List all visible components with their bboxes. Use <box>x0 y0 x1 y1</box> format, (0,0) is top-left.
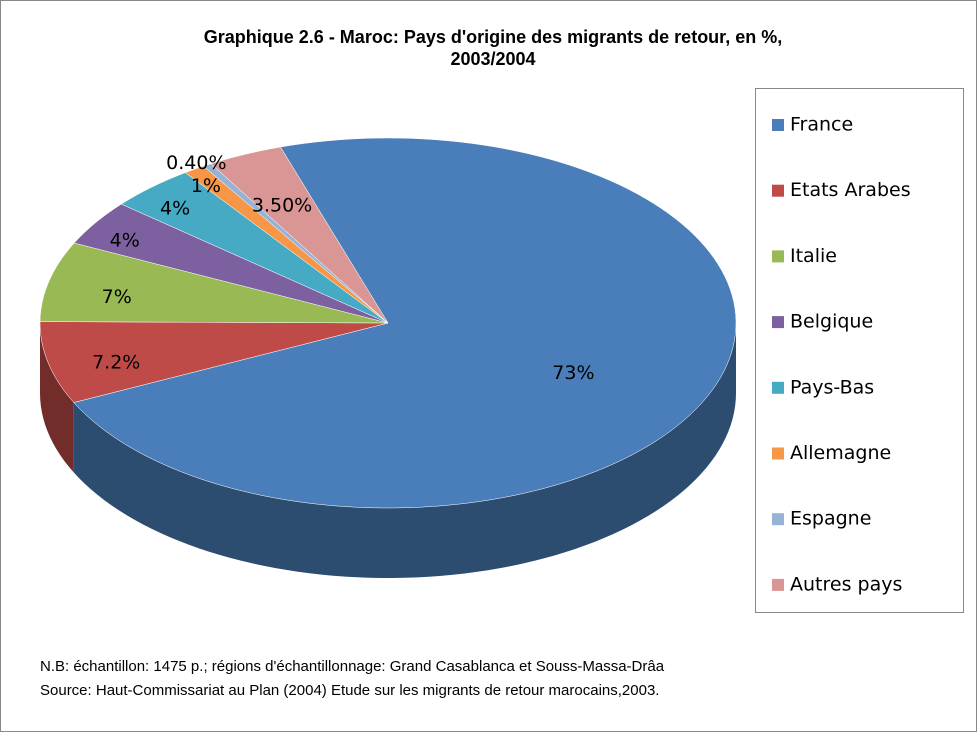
note: N.B: échantillon: 1475 p.; régions d'éch… <box>40 658 665 675</box>
legend-box <box>755 88 964 613</box>
legend-swatch <box>772 447 784 460</box>
legend-label: Allemagne <box>790 442 891 464</box>
legend-label: France <box>790 114 853 136</box>
data-label: 3.50% <box>252 195 312 217</box>
slice-side <box>73 323 736 578</box>
legend-label: Espagne <box>790 508 871 530</box>
legend-label: Belgique <box>790 311 873 333</box>
legend-label: Etats Arabes <box>790 179 911 201</box>
data-label: 4% <box>160 197 190 219</box>
slice <box>39 321 389 403</box>
legend-swatch <box>772 381 784 394</box>
slice <box>73 137 737 509</box>
slice <box>73 203 389 324</box>
legend-label: Pays-Bas <box>790 376 874 398</box>
legend-swatch <box>772 316 784 329</box>
slice <box>120 172 389 324</box>
slice <box>39 242 389 324</box>
chart-title: Graphique 2.6 - Maroc: Pays d'origine de… <box>204 27 782 47</box>
chart-title: 2003/2004 <box>450 49 535 69</box>
data-label: 7% <box>102 286 132 308</box>
legend-label: Italie <box>790 245 837 267</box>
data-label: 0.40% <box>166 152 226 174</box>
note: Source: Haut-Commissariat au Plan (2004)… <box>40 682 659 699</box>
legend-swatch <box>772 119 784 131</box>
legend-label: Autres pays <box>790 573 902 595</box>
data-label: 1% <box>191 175 221 197</box>
slice <box>210 146 389 324</box>
legend-swatch <box>772 513 784 526</box>
data-label: 4% <box>110 229 140 251</box>
legend-swatch <box>772 184 784 197</box>
legend-swatch <box>772 578 784 591</box>
data-label: 7.2% <box>92 352 140 374</box>
legend-swatch <box>772 250 784 263</box>
data-label: 73% <box>552 362 594 384</box>
slice-side <box>40 323 74 473</box>
